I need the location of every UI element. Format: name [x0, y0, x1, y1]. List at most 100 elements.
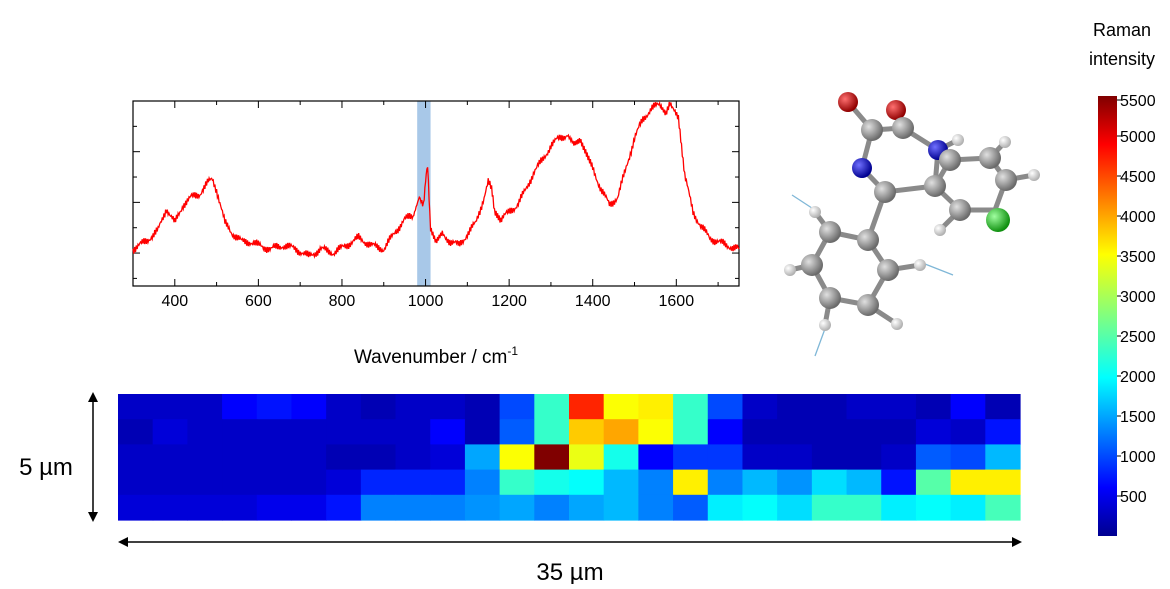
heatmap-cell [950, 469, 986, 496]
heatmap-cell [603, 419, 639, 445]
heatmap-cell [256, 469, 293, 496]
carbon-atom [801, 254, 823, 276]
heatmap-cell [360, 394, 397, 420]
hydrogen-atom [891, 318, 903, 330]
heatmap-cell [187, 444, 223, 471]
heatmap-cell [499, 394, 535, 420]
spectrum-x-tick-label: 1400 [575, 293, 611, 310]
heatmap-cell [222, 394, 258, 420]
heatmap-cell [222, 444, 258, 471]
colorbar-tick-label: 2500 [1120, 329, 1156, 346]
heatmap-cell [430, 394, 466, 420]
heatmap-cell [256, 444, 293, 471]
heatmap-cell [291, 419, 327, 445]
hydrogen-atom [952, 134, 964, 146]
heatmap-cell [326, 469, 362, 496]
carbon-atom [939, 149, 961, 171]
heatmap-cell [360, 494, 397, 521]
heatmap-cell [464, 494, 501, 521]
heatmap-cell [152, 394, 188, 420]
heatmap-cell [187, 419, 223, 445]
hydrogen-atom [819, 319, 831, 331]
carbon-atom [874, 181, 896, 203]
colorbar-tick-label: 500 [1120, 489, 1147, 506]
heatmap-cell [915, 419, 952, 445]
heatmap-cell [360, 469, 397, 496]
raman-intensity-heatmap [118, 394, 1021, 521]
arrowhead-up-icon [88, 392, 98, 402]
hydrogen-atom [934, 224, 946, 236]
oxygen-atom [886, 100, 906, 120]
heatmap-cell [915, 394, 952, 420]
heatmap-cell [673, 394, 709, 420]
heatmap-cell [638, 444, 674, 471]
heatmap-cell [534, 394, 570, 420]
heatmap-cell [118, 419, 154, 445]
heatmap-cell [777, 394, 813, 420]
arrowhead-right-icon [1012, 537, 1022, 547]
heatmap-cell [985, 444, 1021, 471]
heatmap-cell [395, 494, 431, 521]
heatmap-cell [395, 444, 431, 471]
hydrogen-atom [809, 206, 821, 218]
heatmap-cell [499, 444, 535, 471]
heatmap-cell [881, 494, 917, 521]
heatmap-cell [118, 444, 154, 471]
spectrum-series-line [132, 100, 740, 259]
raman-spectrum-chart: 400 600 800 1000 1200 1400 1600 Wavenumber / c… [132, 100, 740, 368]
heatmap-cell [673, 444, 709, 471]
heatmap-cell [985, 419, 1021, 445]
spectrum-x-tick-label: 800 [329, 293, 356, 310]
spectrum-y-ticks [133, 100, 739, 279]
heatmap-cell [950, 494, 986, 521]
heatmap-cell [950, 419, 986, 445]
heatmap-cell [326, 494, 362, 521]
heatmap-cell [707, 469, 744, 496]
carbon-atom [979, 147, 1001, 169]
heatmap-cell [569, 469, 605, 496]
spectrum-x-tick-label: 400 [161, 293, 188, 310]
heatmap-cell [915, 469, 952, 496]
heatmap-cell [742, 494, 778, 521]
nitrogen-atom [852, 158, 872, 178]
spectrum-x-tick-label: 600 [245, 293, 272, 310]
colorbar-tick-label: 3500 [1120, 249, 1156, 266]
arrowhead-left-icon [118, 537, 128, 547]
colorbar-ticks: 5500 5000 4500 4000 3500 3000 2500 2000 1500 1000… [1117, 93, 1156, 506]
heatmap-cell [430, 494, 466, 521]
heatmap-cell [603, 444, 639, 471]
colorbar-tick-label: 4000 [1120, 209, 1156, 226]
carbon-atom [949, 199, 971, 221]
heatmap-cell [707, 444, 744, 471]
carbon-atom [857, 294, 879, 316]
heatmap-cell [395, 469, 431, 496]
carbon-atom [892, 117, 914, 139]
heatmap-cell [846, 394, 882, 420]
oxygen-atom [838, 92, 858, 112]
carbon-atom [995, 169, 1017, 191]
heatmap-cell [187, 394, 223, 420]
colorbar-title-line1: Raman [1093, 20, 1151, 40]
heatmap-cell [152, 419, 188, 445]
hydrogen-atom [999, 136, 1011, 148]
carbon-atom [877, 259, 899, 281]
heatmap-cell [152, 469, 188, 496]
highlight-band-1000 [417, 101, 431, 286]
heatmap-cell [846, 494, 882, 521]
heatmap-cell [915, 494, 952, 521]
heatmap-cell [326, 419, 362, 445]
heatmap-cell [707, 494, 744, 521]
heatmap-cell [569, 444, 605, 471]
arrowhead-down-icon [88, 512, 98, 522]
colorbar-tick-label: 5000 [1120, 129, 1156, 146]
heatmap-cell [707, 419, 744, 445]
molecule-ball-and-stick [784, 92, 1040, 357]
heatmap-cell [673, 494, 709, 521]
heatmap-cell [881, 469, 917, 496]
molecule-atoms [784, 92, 1040, 331]
heatmap-cell [256, 394, 293, 420]
heatmap-cell [291, 469, 327, 496]
heatmap-cell [118, 394, 154, 420]
heatmap-cell [638, 419, 674, 445]
